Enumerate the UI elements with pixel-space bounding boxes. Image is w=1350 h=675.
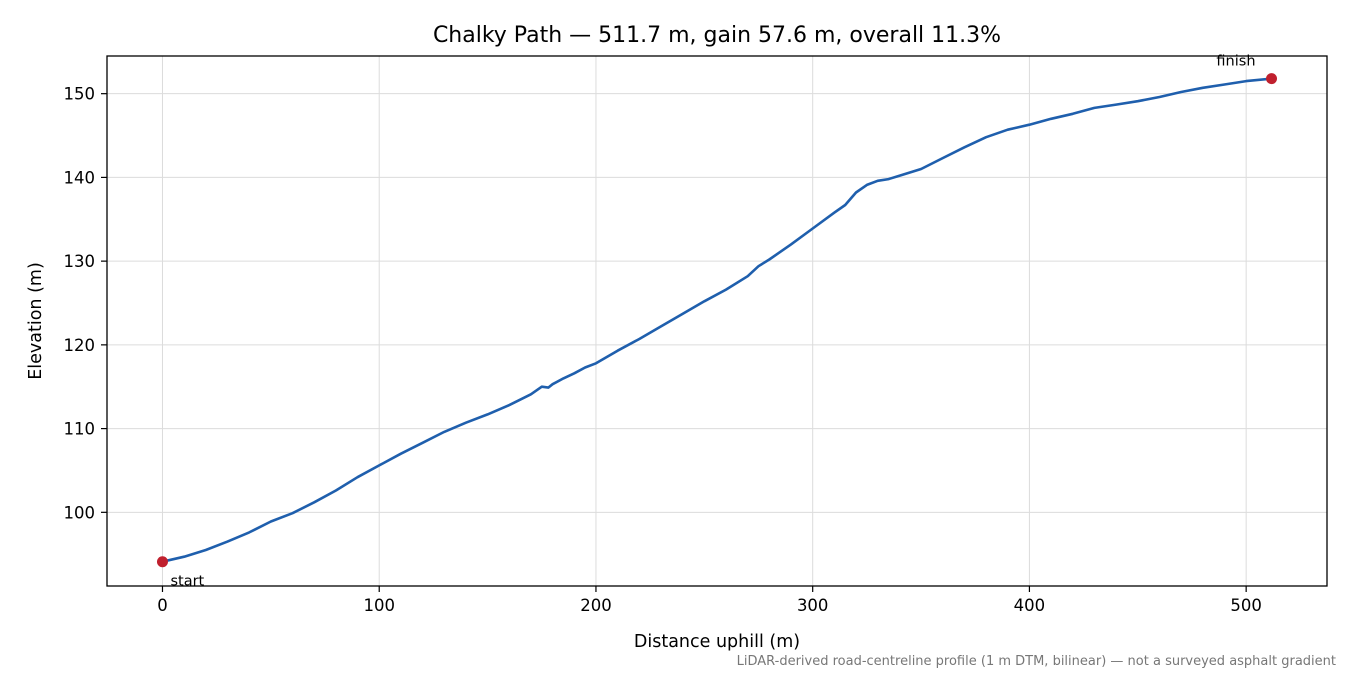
marker-layer: start finish [156,54,1278,590]
y-tick-label: 110 [64,420,96,439]
x-tick-label: 500 [1230,596,1262,615]
plot-frame [106,55,1328,587]
y-axis-label: Elevation (m) [26,262,46,380]
grid-lines [107,56,1327,586]
y-tick-label: 120 [64,336,96,355]
y-tick-label: 100 [64,503,96,522]
y-tick-label: 150 [64,85,96,104]
footnote: LiDAR-derived road-centreline profile (1… [737,654,1336,669]
finish-label: finish [1216,54,1255,70]
x-axis-label: Distance uphill (m) [634,632,800,652]
x-tick-label: 100 [363,596,395,615]
elevation-line [161,77,1273,564]
start-marker [156,556,168,568]
finish-marker [1266,73,1278,85]
x-tick-label: 0 [157,596,168,615]
start-label: start [170,574,204,590]
x-tick-label: 300 [797,596,829,615]
y-axis: 100 110 120 130 140 150 [64,85,107,522]
x-tick-label: 200 [580,596,612,615]
y-tick-label: 140 [64,168,96,187]
y-tick-label: 130 [64,252,96,271]
x-axis: 0 100 200 300 400 500 [157,586,1262,615]
x-tick-label: 400 [1014,596,1046,615]
chart-title: Chalky Path — 511.7 m, gain 57.6 m, over… [433,23,1001,48]
series-layer [161,77,1273,564]
